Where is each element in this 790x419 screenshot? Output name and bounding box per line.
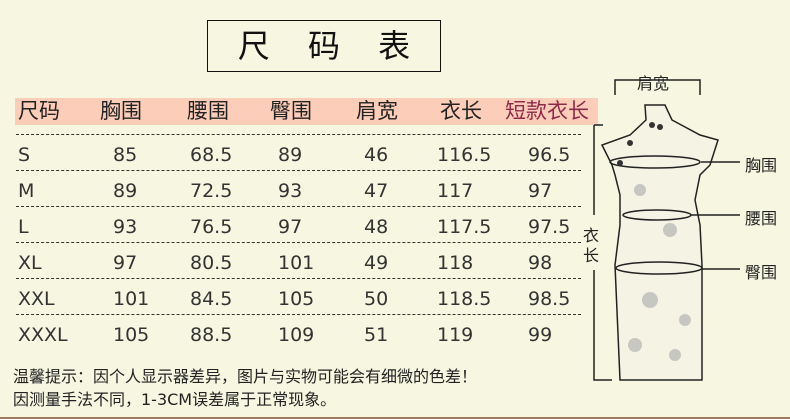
cell-size: L bbox=[18, 216, 29, 238]
cell-hip: 93 bbox=[278, 180, 303, 202]
cell-shoulder: 47 bbox=[364, 180, 389, 202]
table-row: L 93 76.5 97 48 117.5 97.5 bbox=[0, 209, 600, 245]
cell-shoulder: 46 bbox=[364, 144, 389, 166]
header-length: 衣长 bbox=[440, 99, 482, 123]
cell-waist: 72.5 bbox=[190, 180, 233, 202]
cell-short-length: 99 bbox=[528, 324, 553, 346]
cell-shoulder: 51 bbox=[364, 324, 389, 346]
header-chest: 胸围 bbox=[100, 99, 142, 123]
cell-waist: 76.5 bbox=[190, 216, 233, 238]
table-row: XXXL 105 88.5 109 51 119 99 bbox=[0, 317, 600, 353]
label-chest: 胸围 bbox=[745, 156, 778, 175]
cell-short-length: 98 bbox=[528, 252, 553, 274]
cell-size: S bbox=[18, 144, 31, 166]
label-hip: 臀围 bbox=[745, 263, 778, 282]
label-waist: 腰围 bbox=[745, 209, 778, 228]
cell-size: XXL bbox=[18, 288, 55, 310]
row-divider bbox=[16, 134, 581, 135]
cell-length: 118.5 bbox=[437, 288, 492, 310]
row-divider bbox=[16, 170, 581, 171]
page-title: 尺 码 表 bbox=[207, 20, 441, 72]
cell-short-length: 98.5 bbox=[528, 288, 571, 310]
row-divider bbox=[16, 242, 581, 243]
table-header-band bbox=[15, 98, 598, 125]
cell-waist: 80.5 bbox=[190, 252, 233, 274]
cell-size: M bbox=[18, 180, 35, 202]
table-row: S 85 68.5 89 46 116.5 96.5 bbox=[0, 137, 600, 173]
cell-size: XXXL bbox=[18, 324, 68, 346]
header-size: 尺码 bbox=[18, 99, 60, 123]
row-divider bbox=[16, 278, 581, 279]
hip-line bbox=[615, 261, 703, 275]
note-line-1: 温馨提示：因个人显示器差异，图片与实物可能会有细微的色差！ bbox=[13, 367, 478, 386]
label-length-1: 衣 bbox=[583, 226, 600, 245]
length-bracket bbox=[593, 124, 612, 381]
cell-hip: 105 bbox=[278, 288, 315, 310]
row-divider bbox=[16, 206, 581, 207]
cell-chest: 89 bbox=[113, 180, 138, 202]
cell-shoulder: 48 bbox=[364, 216, 389, 238]
cell-chest: 93 bbox=[113, 216, 138, 238]
cell-waist: 88.5 bbox=[190, 324, 233, 346]
cell-short-length: 97 bbox=[528, 180, 553, 202]
chest-line bbox=[609, 155, 701, 169]
cell-length: 116.5 bbox=[437, 144, 492, 166]
dress-outline bbox=[600, 104, 719, 381]
cell-length: 117.5 bbox=[437, 216, 492, 238]
cell-hip: 89 bbox=[278, 144, 303, 166]
label-shoulder: 肩宽 bbox=[637, 74, 670, 93]
cell-size: XL bbox=[18, 252, 42, 274]
shoulder-bracket bbox=[614, 79, 701, 95]
row-divider bbox=[16, 314, 581, 315]
cell-chest: 105 bbox=[113, 324, 150, 346]
cell-hip: 109 bbox=[278, 324, 315, 346]
table-row: XL 97 80.5 101 49 118 98 bbox=[0, 245, 600, 281]
cell-hip: 101 bbox=[278, 252, 315, 274]
cell-waist: 68.5 bbox=[190, 144, 233, 166]
cell-length: 119 bbox=[437, 324, 474, 346]
table-row: M 89 72.5 93 47 117 97 bbox=[0, 173, 600, 209]
cell-hip: 97 bbox=[278, 216, 303, 238]
header-hip: 臀围 bbox=[270, 99, 312, 123]
header-shoulder: 肩宽 bbox=[356, 99, 398, 123]
cell-waist: 84.5 bbox=[190, 288, 233, 310]
cell-shoulder: 49 bbox=[364, 252, 389, 274]
cell-chest: 101 bbox=[113, 288, 150, 310]
cell-short-length: 96.5 bbox=[528, 144, 571, 166]
header-waist: 腰围 bbox=[187, 99, 229, 123]
cell-length: 117 bbox=[437, 180, 474, 202]
table-row: XXL 101 84.5 105 50 118.5 98.5 bbox=[0, 281, 600, 317]
cell-chest: 97 bbox=[113, 252, 138, 274]
note-line-2: 因测量手法不同，1-3CM误差属于正常现象。 bbox=[13, 390, 337, 409]
label-length-2: 长 bbox=[583, 246, 600, 265]
cell-chest: 85 bbox=[113, 144, 138, 166]
header-short-length: 短款衣长 bbox=[505, 99, 589, 123]
cell-shoulder: 50 bbox=[364, 288, 389, 310]
cell-short-length: 97.5 bbox=[528, 216, 571, 238]
cell-length: 118 bbox=[437, 252, 474, 274]
